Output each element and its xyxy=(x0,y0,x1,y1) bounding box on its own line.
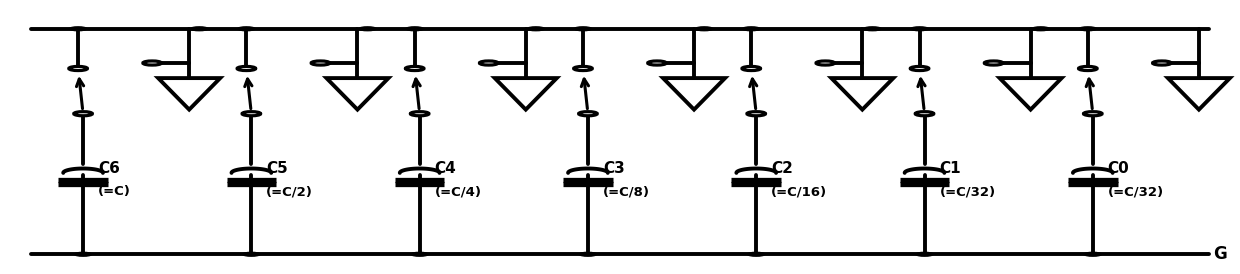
Polygon shape xyxy=(159,78,221,110)
Circle shape xyxy=(527,27,544,31)
Circle shape xyxy=(238,27,255,31)
Circle shape xyxy=(1153,61,1172,65)
Polygon shape xyxy=(1168,78,1230,110)
Circle shape xyxy=(74,112,92,116)
Circle shape xyxy=(242,112,260,116)
Circle shape xyxy=(237,66,255,71)
Circle shape xyxy=(742,66,760,71)
Circle shape xyxy=(143,61,161,65)
Text: (=C/32): (=C/32) xyxy=(940,185,996,198)
Text: (=C/32): (=C/32) xyxy=(1107,185,1164,198)
Circle shape xyxy=(191,27,208,31)
Circle shape xyxy=(579,252,596,256)
Text: (=C/2): (=C/2) xyxy=(267,185,314,198)
Circle shape xyxy=(743,27,760,31)
Text: (=C/8): (=C/8) xyxy=(603,185,650,198)
Circle shape xyxy=(911,27,929,31)
Circle shape xyxy=(405,66,424,71)
Polygon shape xyxy=(326,78,388,110)
Circle shape xyxy=(746,112,765,116)
Circle shape xyxy=(816,61,835,65)
Circle shape xyxy=(1084,112,1102,116)
Circle shape xyxy=(311,61,330,65)
Circle shape xyxy=(916,252,934,256)
Polygon shape xyxy=(999,78,1061,110)
Text: C3: C3 xyxy=(603,161,625,176)
Circle shape xyxy=(910,66,929,71)
Circle shape xyxy=(864,27,882,31)
Circle shape xyxy=(480,61,498,65)
Circle shape xyxy=(74,252,92,256)
Circle shape xyxy=(405,27,423,31)
Text: (=C/4): (=C/4) xyxy=(434,185,481,198)
Circle shape xyxy=(696,27,713,31)
Text: C4: C4 xyxy=(434,161,456,176)
Circle shape xyxy=(915,112,934,116)
Circle shape xyxy=(69,66,87,71)
Text: G: G xyxy=(1213,245,1226,263)
Circle shape xyxy=(1079,66,1097,71)
Text: (=C): (=C) xyxy=(98,185,131,198)
Polygon shape xyxy=(495,78,557,110)
Text: C5: C5 xyxy=(267,161,288,176)
Circle shape xyxy=(1079,27,1096,31)
Circle shape xyxy=(574,27,591,31)
Polygon shape xyxy=(831,78,893,110)
Circle shape xyxy=(647,61,666,65)
Circle shape xyxy=(1032,27,1049,31)
Circle shape xyxy=(243,252,260,256)
Circle shape xyxy=(574,66,593,71)
Text: C6: C6 xyxy=(98,161,120,176)
Circle shape xyxy=(410,112,429,116)
Circle shape xyxy=(410,252,428,256)
Text: C1: C1 xyxy=(940,161,961,176)
Polygon shape xyxy=(663,78,725,110)
Circle shape xyxy=(358,27,376,31)
Text: (=C/16): (=C/16) xyxy=(771,185,827,198)
Text: C0: C0 xyxy=(1107,161,1130,176)
Circle shape xyxy=(579,112,598,116)
Circle shape xyxy=(69,27,87,31)
Circle shape xyxy=(748,252,765,256)
Circle shape xyxy=(1084,252,1101,256)
Text: C2: C2 xyxy=(771,161,792,176)
Circle shape xyxy=(985,61,1003,65)
